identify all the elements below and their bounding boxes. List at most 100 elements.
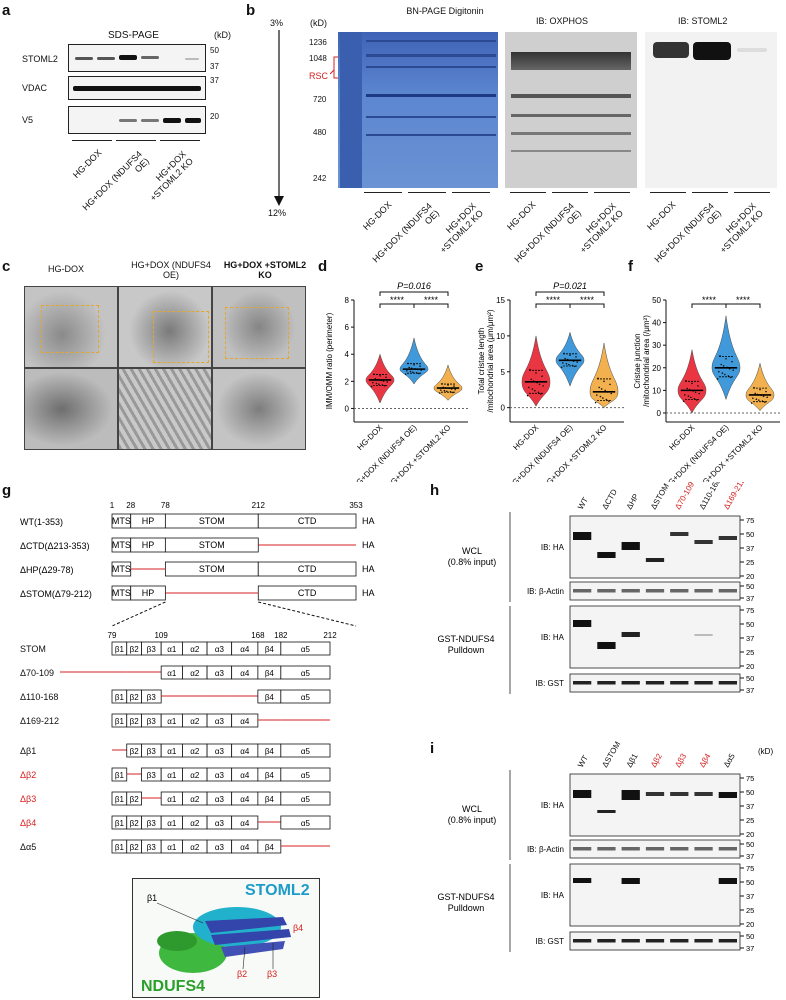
ib-label: IB: β-Actin bbox=[527, 587, 564, 596]
a-mw-37a: 37 bbox=[210, 62, 219, 71]
violin-point bbox=[453, 385, 455, 387]
ha-band bbox=[718, 536, 737, 540]
structure-box: STOML2 NDUFS4 β1 β4 β2 β3 bbox=[132, 878, 320, 998]
ss-label: α1 bbox=[167, 747, 177, 756]
violin-point bbox=[406, 369, 408, 372]
violin-point bbox=[598, 386, 600, 389]
a-mw-50: 50 bbox=[210, 46, 219, 55]
pulldown-band bbox=[621, 632, 640, 637]
mw-label: 25 bbox=[746, 906, 754, 915]
y-tick-label: 40 bbox=[652, 319, 661, 328]
panel-label-i: i bbox=[430, 740, 435, 757]
panel-label-b: b bbox=[246, 2, 256, 19]
a-blot-stoml2 bbox=[68, 44, 206, 72]
violin-point bbox=[609, 383, 611, 386]
violin-point bbox=[690, 396, 692, 399]
lane-label: Δα5 bbox=[722, 752, 737, 769]
ss-label: α4 bbox=[240, 771, 250, 780]
ss-label: α5 bbox=[301, 819, 311, 828]
pulldown-label: GST-NDUFS4 bbox=[437, 634, 494, 644]
domain-label: MTS bbox=[112, 540, 131, 550]
b-ox-group-1: HG-DOX bbox=[505, 199, 538, 232]
mw-label: 37 bbox=[746, 852, 754, 861]
mw-label: 20 bbox=[746, 920, 754, 929]
pulldown-label: GST-NDUFS4 bbox=[437, 892, 494, 902]
violin-point bbox=[419, 365, 421, 367]
loading-band bbox=[694, 939, 713, 943]
ss-label: α2 bbox=[190, 645, 200, 654]
b-mw-720: 720 bbox=[313, 95, 327, 104]
loading-band bbox=[621, 847, 640, 851]
lane-label: ΔHP bbox=[625, 492, 641, 511]
ss-label: β4 bbox=[265, 771, 275, 780]
ha-band bbox=[694, 540, 713, 544]
x-group-label: HG-DOX bbox=[667, 423, 696, 452]
mw-label: 50 bbox=[746, 530, 754, 539]
stom-row-label: Δ70-109 bbox=[20, 668, 54, 678]
ss-element bbox=[280, 641, 331, 656]
mw-label: 25 bbox=[746, 648, 754, 657]
violin-point bbox=[528, 386, 530, 389]
mw-label: 75 bbox=[746, 516, 754, 525]
violin-point bbox=[610, 392, 612, 395]
mw-label: 37 bbox=[746, 686, 754, 695]
pulldown-band bbox=[597, 642, 616, 649]
violin-plot-f: 0 10 20 30 40 50 Cristae junction/mitochondria… bbox=[633, 295, 780, 482]
b-st-group-1: HG-DOX bbox=[645, 199, 678, 232]
loading-band bbox=[694, 681, 713, 685]
a-row-v5: V5 bbox=[22, 115, 34, 125]
y-axis-label: Total cristae length/mitochondrial area … bbox=[477, 309, 495, 412]
structure-beta4: β4 bbox=[293, 923, 303, 933]
blot-box bbox=[569, 863, 741, 927]
b-group-line-3 bbox=[452, 192, 490, 193]
violin-point bbox=[716, 378, 719, 380]
blot-box bbox=[569, 773, 741, 837]
ha-band bbox=[718, 792, 737, 798]
ha-band bbox=[670, 792, 689, 796]
ss-label: α4 bbox=[240, 645, 250, 654]
lane-label: ΔSTOM bbox=[649, 482, 671, 511]
b-mw-1236: 1236 bbox=[309, 38, 327, 47]
wcl-sublabel: (0.8% input) bbox=[448, 815, 497, 825]
b-mw-480: 480 bbox=[313, 128, 327, 137]
violin-2 bbox=[745, 363, 775, 412]
violin-point bbox=[604, 389, 606, 392]
violin-0 bbox=[521, 335, 551, 407]
wcl-label: WCL bbox=[462, 804, 482, 814]
stom-row-label: Δβ1 bbox=[20, 746, 36, 756]
violin-point bbox=[698, 392, 700, 395]
ha-band bbox=[670, 532, 689, 536]
pulldown-sublabel: Pulldown bbox=[448, 903, 485, 913]
violin-point bbox=[725, 357, 727, 360]
a-blot-vdac bbox=[68, 76, 206, 100]
a-group-line-3 bbox=[160, 140, 200, 141]
loading-band bbox=[645, 847, 665, 851]
violin-point bbox=[531, 388, 534, 390]
stom-position-212: 212 bbox=[323, 631, 337, 640]
violin-point bbox=[375, 382, 378, 385]
ss-label: α2 bbox=[190, 669, 200, 678]
lane-label: ΔCTD bbox=[600, 487, 619, 511]
em-ndufs4-low bbox=[118, 286, 212, 368]
violin-point bbox=[447, 384, 449, 386]
ss-element bbox=[280, 791, 331, 806]
domain-label: STOM bbox=[199, 540, 225, 550]
wcl-sublabel: (0.8% input) bbox=[448, 557, 497, 567]
ha-band bbox=[597, 810, 616, 813]
violin-point bbox=[752, 397, 754, 400]
violin-point bbox=[378, 383, 380, 385]
ss-label: α1 bbox=[167, 645, 177, 654]
violin-point bbox=[605, 398, 608, 401]
violin-point bbox=[724, 373, 726, 376]
ib-label: IB: β-Actin bbox=[527, 845, 564, 854]
ha-tag: HA bbox=[362, 588, 375, 598]
stom-position-182: 182 bbox=[274, 631, 288, 640]
violin-1 bbox=[711, 315, 741, 401]
ss-label: β4 bbox=[265, 795, 275, 804]
pulldown-band bbox=[573, 878, 592, 883]
p-bracket bbox=[379, 291, 449, 296]
loading-band bbox=[645, 681, 665, 685]
violin-point bbox=[576, 361, 578, 363]
b-mw-242: 242 bbox=[313, 174, 327, 183]
sig-label-1: **** bbox=[390, 295, 405, 305]
